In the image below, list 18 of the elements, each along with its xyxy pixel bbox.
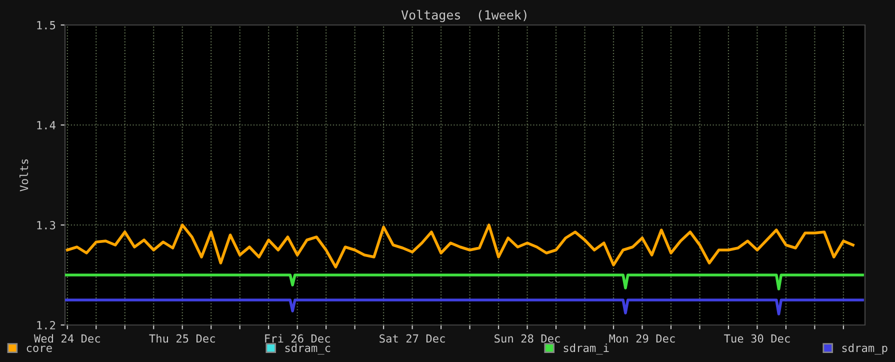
x-tick-label: Wed 24 Dec [34,334,100,343]
y-tick-label: 1.5 [37,21,56,30]
legend-label: sdram_c [285,344,330,355]
x-tick-label: Fri 26 Dec [265,334,330,343]
y-tick-label: 1.4 [37,121,56,130]
x-tick-label: Sun 28 Dec [494,334,560,343]
legend-label: sdram_i [564,344,609,355]
x-tick-label: Mon 29 Dec [609,334,675,343]
x-tick-label: Thu 25 Dec [149,334,215,343]
y-tick-label: 1.2 [37,321,56,330]
x-tick-label: Tue 30 Dec [724,334,790,343]
legend-label: core [26,346,52,352]
y-tick-label: 1.3 [37,221,56,230]
legend-label: sdram_p [842,344,888,355]
x-tick-label: Sat 27 Dec [380,334,445,343]
chart-title: Voltages (1week) [401,10,526,22]
y-axis-title: Volts [20,159,28,192]
line-series [66,224,854,268]
